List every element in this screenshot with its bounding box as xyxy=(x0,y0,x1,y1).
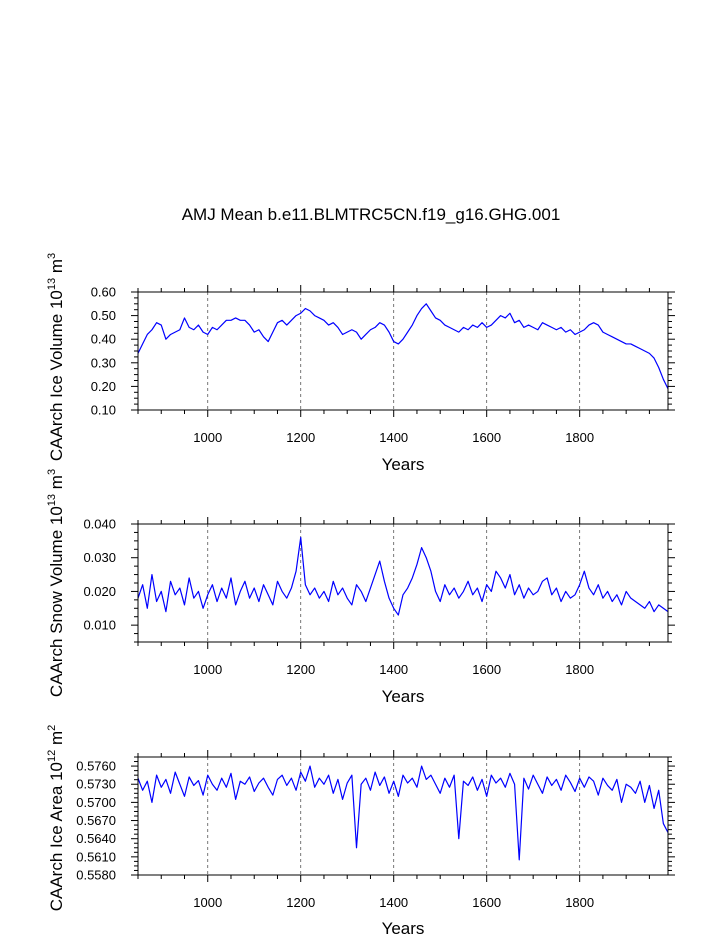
y-tick-label: 0.30 xyxy=(91,355,116,370)
x-tick-label: 1200 xyxy=(286,895,315,910)
y-tick-label: 0.5670 xyxy=(76,813,116,828)
y-axis-label: CAArch Ice Area 1012 m2 xyxy=(46,725,66,912)
y-tick-label: 0.20 xyxy=(91,379,116,394)
y-axis-label: CAArch Snow Volume 1013 m3 xyxy=(46,469,66,697)
y-tick-label: 0.030 xyxy=(83,550,116,565)
x-tick-label: 1600 xyxy=(472,662,501,677)
x-tick-label: 1400 xyxy=(379,895,408,910)
x-axis-label: Years xyxy=(382,919,425,935)
x-tick-label: 1400 xyxy=(379,662,408,677)
y-tick-label: 0.10 xyxy=(91,403,116,418)
plot-frame xyxy=(137,291,669,411)
y-tick-label: 0.040 xyxy=(83,517,116,532)
x-tick-label: 1800 xyxy=(565,895,594,910)
y-tick-label: 0.60 xyxy=(91,285,116,300)
y-tick-label: 0.5610 xyxy=(76,849,116,864)
x-tick-label: 1000 xyxy=(193,430,222,445)
x-tick-label: 1800 xyxy=(565,430,594,445)
y-tick-label: 0.020 xyxy=(83,584,116,599)
chart-3: 1000 1200 1400 1600 1800 0.5580 0.5610 0.5640 0.… xyxy=(46,725,675,935)
y-tick-label: 0.5580 xyxy=(76,868,116,883)
y-tick-label: 0.50 xyxy=(91,308,116,323)
plot-frame xyxy=(137,523,669,643)
x-axis-label: Years xyxy=(382,455,425,474)
x-tick-label: 1200 xyxy=(286,430,315,445)
y-tick-label: 0.5640 xyxy=(76,831,116,846)
x-tick-label: 1800 xyxy=(565,662,594,677)
y-tick-label: 0.5730 xyxy=(76,777,116,792)
x-tick-label: 1600 xyxy=(472,895,501,910)
y-tick-label: 0.40 xyxy=(91,332,116,347)
x-tick-label: 1400 xyxy=(379,430,408,445)
chart-1: 1000 1200 1400 1600 1800 0.10 0.20 0.30 0.40 0.50… xyxy=(46,253,675,474)
x-axis-label: Years xyxy=(382,687,425,706)
chart-2: 1000 1200 1400 1600 1800 0.010 0.020 0.030 0.040… xyxy=(46,469,675,706)
series-line xyxy=(137,303,669,390)
y-tick-label: 0.5700 xyxy=(76,795,116,810)
x-tick-label: 1000 xyxy=(193,895,222,910)
x-tick-label: 1000 xyxy=(193,662,222,677)
x-tick-label: 1200 xyxy=(286,662,315,677)
y-axis-label: CAArch Ice Volume 1013 m3 xyxy=(46,253,66,461)
figure-title: AMJ Mean b.e11.BLMTRC5CN.f19_g16.GHG.001 xyxy=(182,205,561,224)
x-tick-label: 1600 xyxy=(472,430,501,445)
series-line xyxy=(137,536,669,616)
y-tick-label: 0.5760 xyxy=(76,759,116,774)
series-line xyxy=(137,765,669,861)
y-tick-label: 0.010 xyxy=(83,618,116,633)
